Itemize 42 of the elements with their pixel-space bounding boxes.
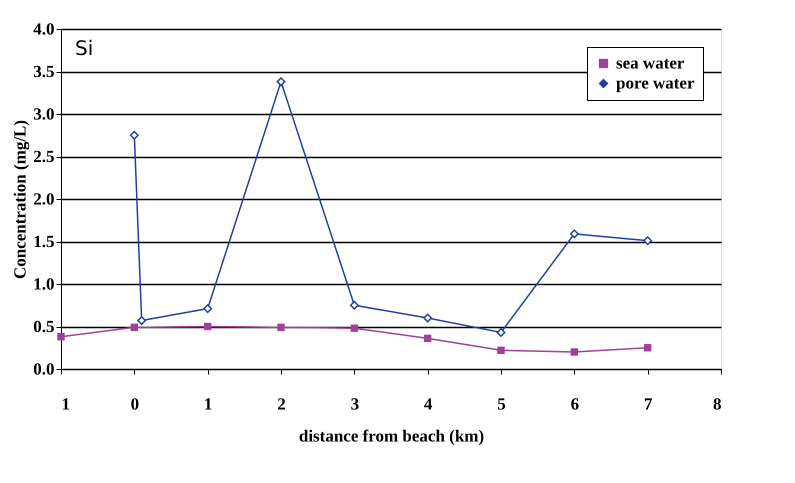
x-tick-label: 2 bbox=[277, 394, 286, 414]
x-tick-label: 8 bbox=[713, 394, 722, 414]
x-axis-title: distance from beach (km) bbox=[298, 426, 484, 446]
point bbox=[276, 77, 286, 86]
point bbox=[57, 332, 65, 340]
x-tick-label: 3 bbox=[350, 394, 360, 414]
legend-label: sea water bbox=[616, 54, 685, 72]
x-tick-label: 0 bbox=[130, 394, 140, 414]
point bbox=[350, 300, 359, 310]
y-tick-label: 2.0 bbox=[33, 190, 54, 208]
y-tick-label: 0.5 bbox=[33, 317, 54, 336]
y-tick-label: 2.5 bbox=[33, 147, 54, 166]
x-tick-label: 4 bbox=[424, 394, 433, 414]
y-tick-label: 3.0 bbox=[33, 104, 54, 124]
legend-label: pore water bbox=[616, 74, 695, 92]
point bbox=[130, 324, 138, 332]
point bbox=[644, 344, 652, 352]
point bbox=[643, 236, 652, 246]
x-tick-label: 1 bbox=[204, 394, 212, 414]
y-tick-label: 4.0 bbox=[33, 20, 54, 38]
y-tick-label: 1.5 bbox=[33, 232, 54, 251]
x-tick-label: 1 bbox=[62, 394, 70, 414]
y-tick-label: 1.0 bbox=[33, 274, 54, 294]
x-tick-label: 7 bbox=[644, 394, 653, 414]
y-tick-label: 3.5 bbox=[33, 62, 54, 81]
point bbox=[137, 316, 146, 326]
point bbox=[130, 130, 139, 140]
point bbox=[204, 322, 212, 330]
point bbox=[423, 314, 432, 322]
point bbox=[350, 324, 358, 332]
point bbox=[497, 346, 505, 354]
x-tick-label: 5 bbox=[497, 394, 506, 414]
point bbox=[277, 324, 285, 332]
point bbox=[496, 328, 506, 337]
y-axis-title: Concentration (mg/L) bbox=[10, 120, 30, 280]
y-tick-label: 0.0 bbox=[33, 360, 54, 378]
point bbox=[424, 334, 432, 342]
point bbox=[570, 348, 578, 356]
x-tick-label: 6 bbox=[570, 394, 580, 414]
point bbox=[203, 304, 212, 314]
point bbox=[570, 229, 579, 238]
annotation: Si bbox=[75, 36, 94, 60]
